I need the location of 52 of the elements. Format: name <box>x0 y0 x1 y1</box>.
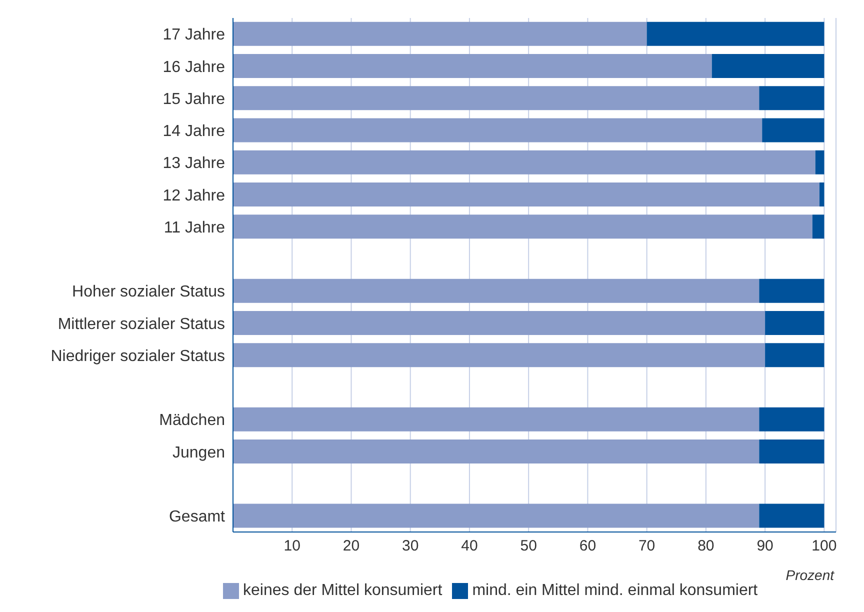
x-tick-label: 60 <box>579 538 596 555</box>
bar <box>712 54 824 78</box>
legend-label: mind. ein Mittel mind. einmal konsumiert <box>472 582 758 599</box>
y-tick-label: 13 Jahre <box>162 155 226 172</box>
x-axis-title: Prozent <box>786 567 836 583</box>
x-tick-label: 70 <box>638 538 656 555</box>
bar <box>233 214 812 239</box>
x-tick-label: 30 <box>402 538 419 555</box>
bar <box>765 343 824 368</box>
x-tick-label: 80 <box>698 538 714 555</box>
bar <box>233 439 760 464</box>
bar <box>762 118 824 142</box>
bar <box>233 86 760 110</box>
bar <box>759 86 824 110</box>
bar <box>812 214 824 239</box>
x-tick-label: 90 <box>756 538 774 555</box>
y-tick-label: 11 Jahre <box>164 219 226 236</box>
bar <box>759 278 824 303</box>
x-tick-label: 100 <box>812 538 837 555</box>
bar <box>233 118 762 142</box>
y-tick-label: Mittlerer sozialer Status <box>58 316 225 333</box>
bar <box>765 310 824 335</box>
bar <box>759 504 824 528</box>
bar <box>759 439 824 464</box>
bar <box>815 150 824 174</box>
bar <box>233 54 712 78</box>
x-tick-label: 40 <box>461 538 478 555</box>
x-tick-label: 10 <box>284 538 300 555</box>
y-tick-label: 16 Jahre <box>162 58 226 76</box>
y-tick-label: Hoher sozialer Status <box>72 284 225 301</box>
y-tick-label: Jungen <box>172 444 225 462</box>
y-tick-label: Gesamt <box>168 508 226 526</box>
bar <box>759 407 824 432</box>
x-tick-label: 20 <box>342 538 360 555</box>
bar <box>233 343 766 368</box>
y-tick-label: Niedriger sozialer Status <box>50 348 225 365</box>
y-tick-label: 12 Jahre <box>162 187 226 204</box>
x-tick-label: 50 <box>520 538 537 555</box>
y-tick-label: 17 Jahre <box>162 26 226 44</box>
y-tick-label: 14 Jahre <box>162 123 226 140</box>
bar <box>819 182 824 206</box>
y-tick-label: Mädchen <box>159 412 225 430</box>
bar <box>646 22 824 46</box>
bar <box>233 22 647 46</box>
bar <box>233 150 816 174</box>
bar <box>233 278 760 303</box>
bar <box>233 182 820 206</box>
bar <box>233 310 766 335</box>
bar <box>233 407 760 432</box>
y-tick-label: 15 Jahre <box>162 90 226 108</box>
legend-label: keines der Mittel konsumiert <box>243 582 442 599</box>
bar <box>233 504 760 528</box>
